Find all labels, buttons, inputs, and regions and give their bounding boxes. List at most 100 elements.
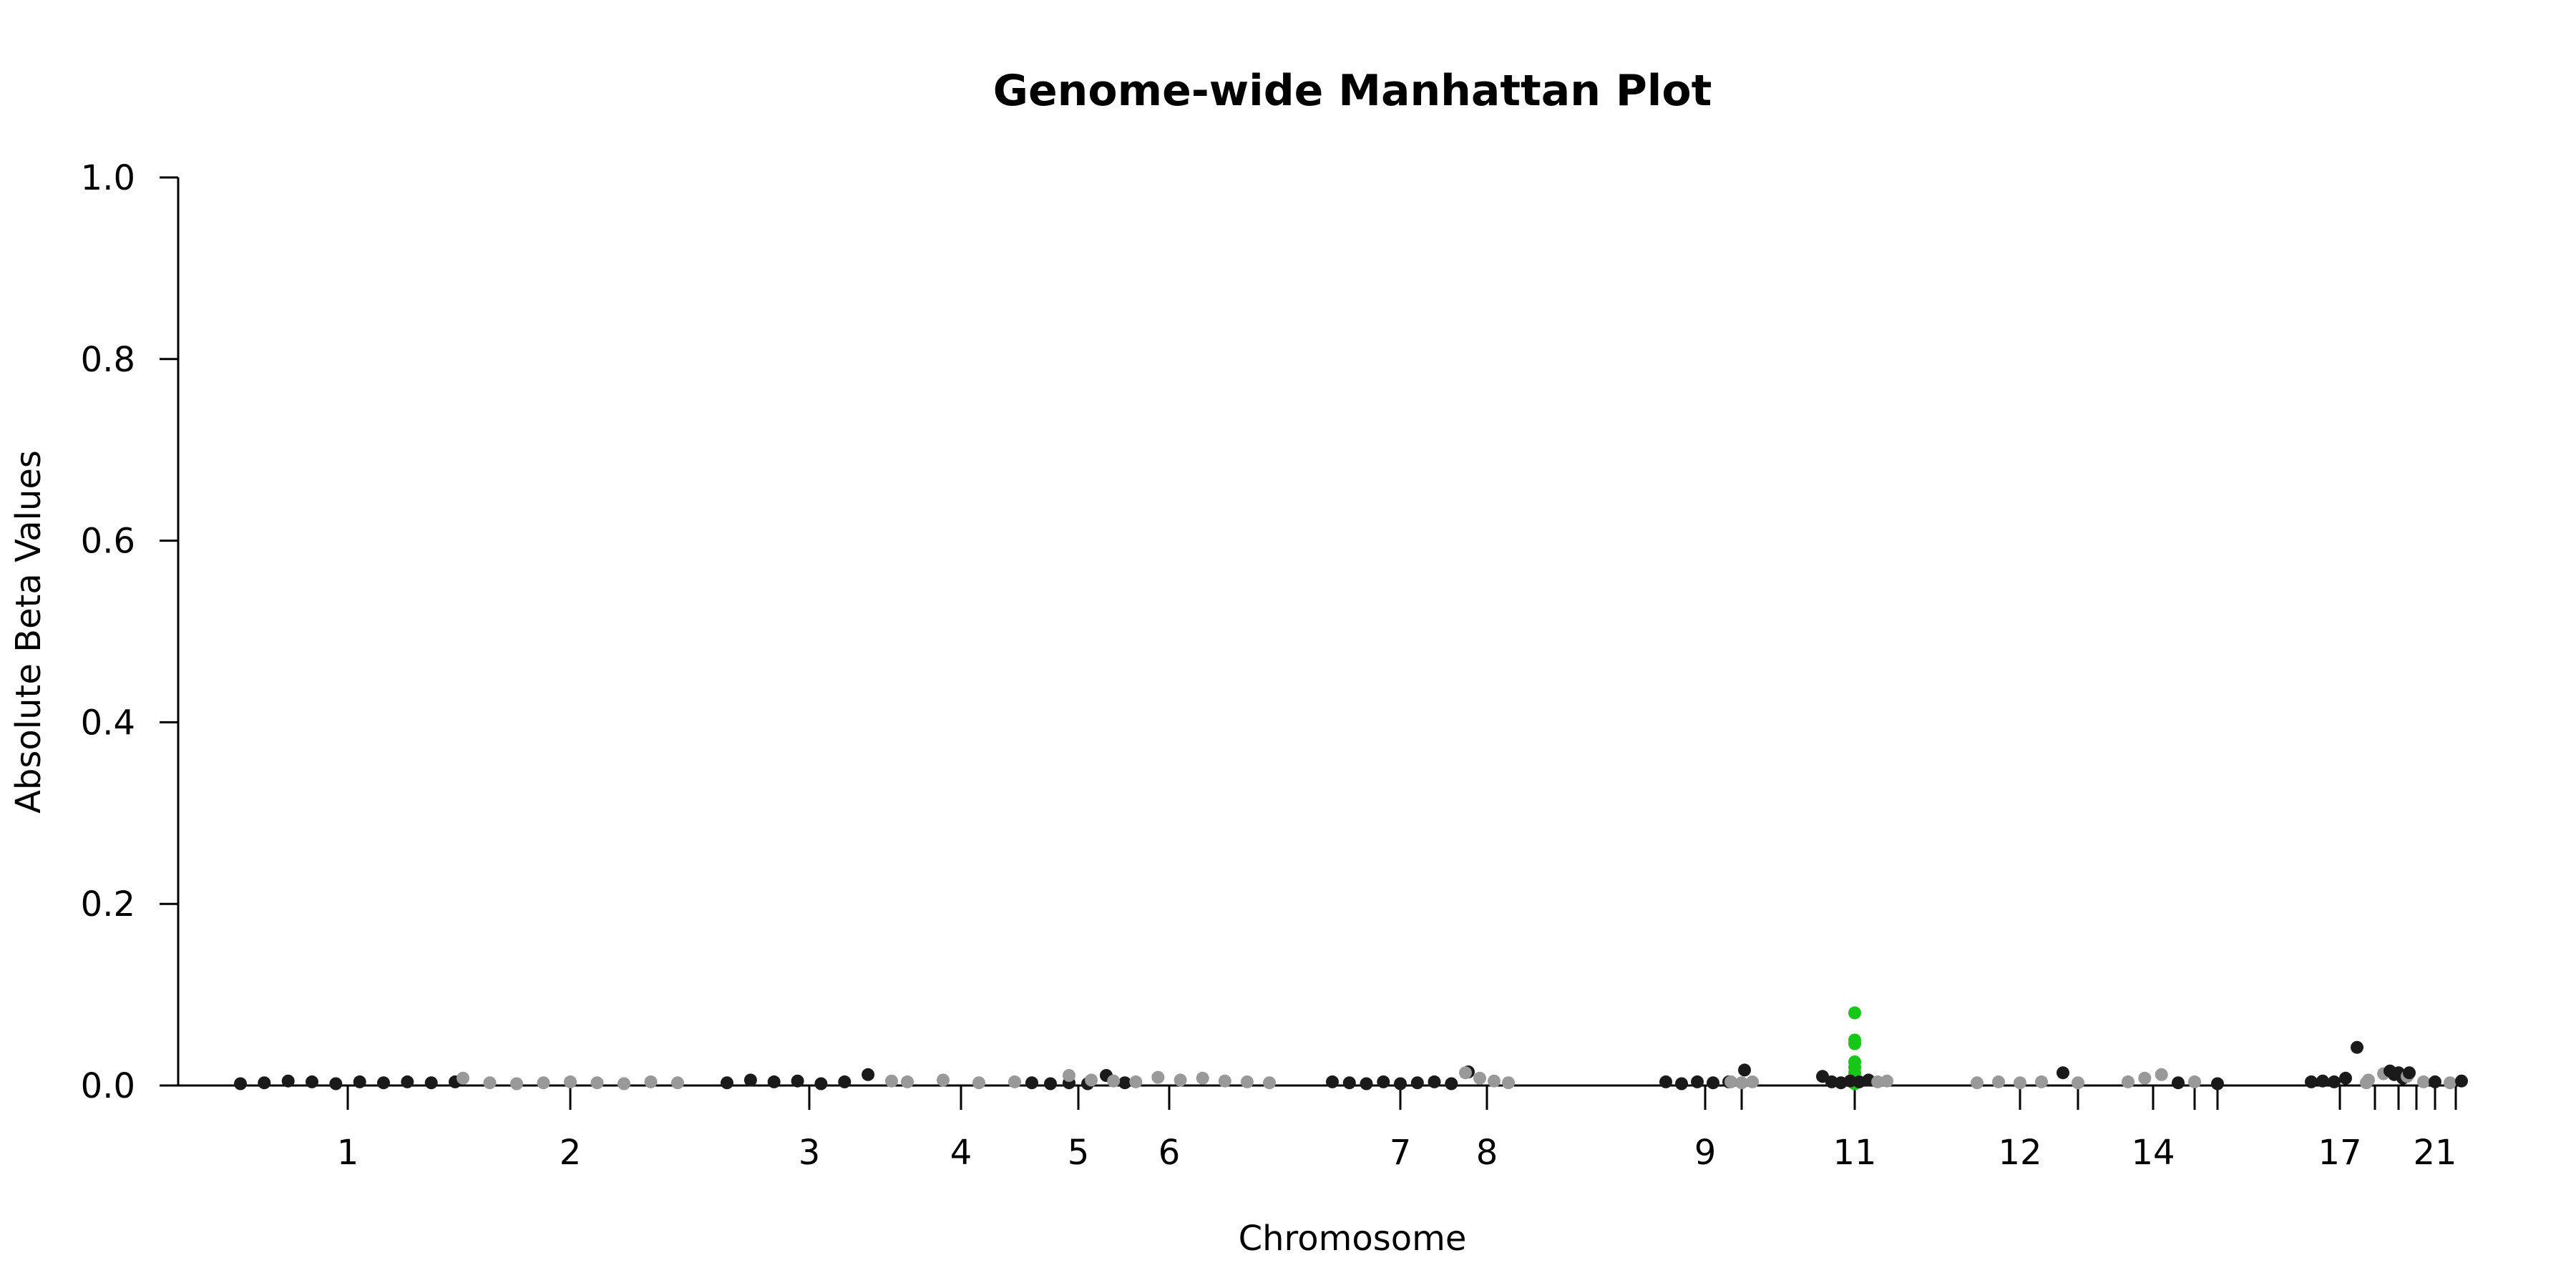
data-points <box>234 1006 2468 1091</box>
data-point <box>901 1075 914 1088</box>
data-point <box>1971 1076 1984 1090</box>
data-point <box>483 1076 497 1090</box>
data-point <box>1724 1075 1737 1088</box>
data-point <box>791 1074 804 1088</box>
data-point <box>1377 1075 1390 1088</box>
data-point <box>1880 1074 1893 1088</box>
data-point <box>2305 1075 2318 1088</box>
data-point <box>862 1068 875 1081</box>
data-point <box>2316 1074 2329 1088</box>
data-point <box>1445 1077 1458 1091</box>
data-point <box>457 1071 469 1085</box>
data-point <box>2403 1066 2416 1080</box>
data-point <box>721 1076 733 1090</box>
x-tick-label: 6 <box>1158 1133 1181 1173</box>
data-point <box>1502 1076 1515 1090</box>
data-point <box>2339 1071 2352 1085</box>
chart-title: Genome-wide Manhattan Plot <box>993 66 1712 116</box>
data-point <box>2014 1076 2026 1090</box>
data-point <box>2211 1077 2224 1091</box>
data-point <box>1735 1076 1748 1090</box>
data-point <box>2351 1040 2363 1054</box>
data-point <box>1473 1071 1486 1085</box>
data-point <box>1707 1076 1719 1090</box>
data-point <box>564 1075 577 1088</box>
data-point <box>353 1075 366 1088</box>
data-point <box>1151 1070 1165 1084</box>
data-point <box>767 1075 781 1088</box>
data-point <box>1342 1076 1356 1090</box>
data-point <box>2138 1071 2152 1085</box>
data-point <box>2122 1075 2135 1088</box>
x-tick-label: 1 <box>337 1133 359 1173</box>
data-point <box>1394 1077 1407 1091</box>
data-point <box>1008 1075 1021 1088</box>
data-point <box>258 1076 271 1090</box>
x-tick-label: 12 <box>1998 1133 2041 1173</box>
x-tick-label: 17 <box>2318 1133 2361 1173</box>
y-axis-ticks: 0.0 0.2 0.4 0.6 0.8 1.0 <box>81 158 178 1106</box>
data-point <box>1044 1077 1057 1091</box>
x-tick-label: 5 <box>1068 1133 1090 1173</box>
y-tick-label: 0.2 <box>81 884 135 924</box>
data-point <box>671 1076 684 1090</box>
data-point <box>2455 1074 2468 1088</box>
data-point <box>2072 1076 2084 1090</box>
data-point <box>644 1075 658 1088</box>
data-point <box>510 1077 523 1091</box>
data-point <box>1263 1076 1276 1090</box>
data-point <box>1240 1075 1254 1088</box>
data-point <box>838 1075 852 1088</box>
data-point <box>281 1074 295 1088</box>
data-point <box>424 1076 438 1090</box>
data-point <box>2035 1075 2048 1088</box>
x-tick-label: 7 <box>1390 1133 1412 1173</box>
data-point <box>1428 1075 1441 1088</box>
x-tick-label: 11 <box>1833 1133 1876 1173</box>
data-point <box>814 1077 828 1091</box>
data-point <box>2360 1076 2373 1090</box>
data-point <box>1118 1076 1131 1090</box>
y-tick-label: 0.4 <box>81 703 135 743</box>
data-point <box>1196 1071 1209 1085</box>
data-point <box>2417 1075 2430 1088</box>
x-tick-label: 4 <box>950 1133 972 1173</box>
data-point <box>2057 1066 2069 1080</box>
highlighted-data-point <box>1848 1037 1861 1050</box>
data-point <box>377 1076 390 1090</box>
data-point <box>1107 1074 1121 1088</box>
data-point <box>1459 1066 1472 1080</box>
data-point <box>1659 1075 1672 1088</box>
data-point <box>1738 1063 1751 1077</box>
data-point <box>1129 1075 1143 1088</box>
data-point <box>234 1077 247 1091</box>
x-axis-label: Chromosome <box>1239 1219 1467 1259</box>
data-point <box>1746 1075 1759 1088</box>
y-tick-label: 0.6 <box>81 522 135 562</box>
data-point <box>401 1075 414 1088</box>
data-point <box>937 1073 950 1087</box>
data-point <box>1488 1074 1501 1088</box>
data-point <box>1025 1076 1038 1090</box>
y-tick-label: 0.8 <box>81 340 135 380</box>
data-point <box>537 1076 550 1090</box>
data-point <box>2172 1076 2185 1090</box>
data-point <box>743 1073 757 1087</box>
x-tick-label: 3 <box>799 1133 821 1173</box>
data-point <box>306 1075 318 1088</box>
data-point <box>1218 1074 1231 1088</box>
y-tick-label: 1.0 <box>81 158 135 198</box>
x-tick-label: 8 <box>1476 1133 1498 1173</box>
data-point <box>590 1076 604 1090</box>
data-point <box>2429 1075 2441 1088</box>
x-tick-label: 2 <box>560 1133 582 1173</box>
data-point <box>618 1077 630 1091</box>
x-tick-label: 14 <box>2131 1133 2175 1173</box>
data-point <box>329 1077 343 1091</box>
data-point <box>1691 1075 1704 1088</box>
data-point <box>972 1076 985 1090</box>
data-point <box>1675 1077 1688 1091</box>
highlighted-data-point <box>1848 1006 1861 1020</box>
data-point <box>2444 1076 2457 1090</box>
